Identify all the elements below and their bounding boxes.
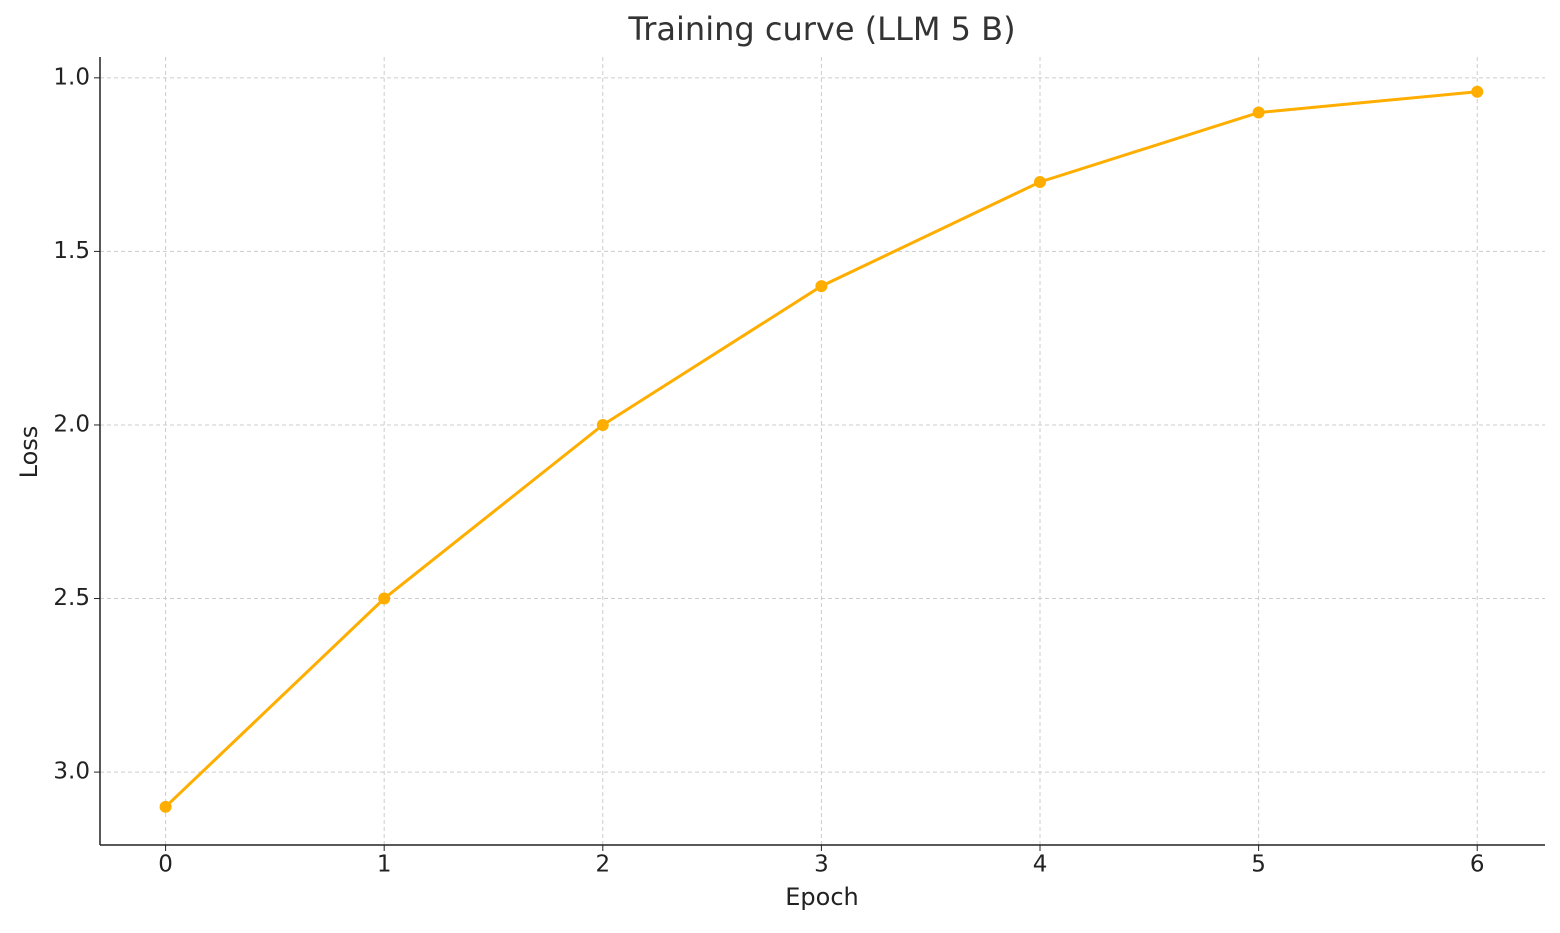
point (378, 592, 391, 605)
x-tick-label: 2 (595, 852, 610, 878)
y-axis-label: Loss (15, 426, 43, 479)
x-tick-label: 6 (1470, 852, 1485, 878)
point (596, 418, 609, 431)
point (1471, 85, 1484, 98)
point (1034, 175, 1047, 188)
y-tick-label: 1.0 (53, 64, 90, 90)
y-tick-label: 2.5 (53, 585, 90, 611)
x-tick-label: 4 (1033, 852, 1048, 878)
chart-title: Training curve (LLM 5 B) (627, 10, 1015, 48)
point (159, 800, 172, 813)
point (1252, 106, 1265, 119)
x-tick-label: 0 (158, 852, 173, 878)
x-tick-label: 3 (814, 852, 829, 878)
y-tick-label: 2.0 (53, 411, 90, 437)
x-tick-label: 1 (377, 852, 392, 878)
y-tick-label: 3.0 (53, 759, 90, 785)
x-tick-label: 5 (1251, 852, 1266, 878)
y-tick-label: 1.5 (53, 238, 90, 264)
x-axis-label: Epoch (785, 883, 859, 911)
point (815, 280, 828, 293)
